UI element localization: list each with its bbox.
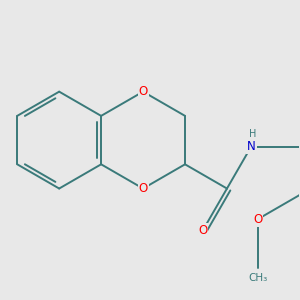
Text: H: H [249, 130, 256, 140]
Text: O: O [139, 85, 148, 98]
Text: N: N [247, 140, 256, 153]
Text: O: O [139, 182, 148, 195]
Text: O: O [198, 224, 207, 237]
Text: O: O [253, 213, 262, 226]
Text: CH₃: CH₃ [248, 273, 267, 283]
